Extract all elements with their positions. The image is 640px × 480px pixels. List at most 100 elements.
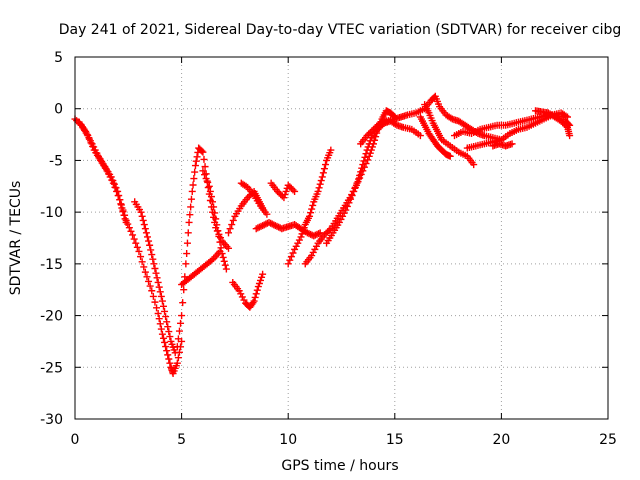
data-point <box>298 230 306 238</box>
data-point <box>164 323 172 331</box>
series-arc-11 <box>267 179 299 202</box>
data-point <box>226 225 234 233</box>
data-point <box>149 292 157 300</box>
data-point <box>173 359 181 367</box>
data-point <box>282 187 290 195</box>
data-point <box>252 225 260 233</box>
data-point <box>291 187 299 195</box>
data-point <box>155 315 163 323</box>
data-point <box>165 355 173 363</box>
data-point <box>294 239 302 247</box>
data-point <box>184 229 192 237</box>
data-point <box>416 132 424 140</box>
data-point <box>147 246 155 254</box>
data-point <box>138 258 146 266</box>
data-point <box>216 238 224 246</box>
data-point <box>117 200 125 208</box>
data-point <box>212 215 220 223</box>
series-arc-7 <box>229 270 267 311</box>
data-point <box>199 148 207 156</box>
data-point <box>221 261 229 269</box>
data-point <box>238 293 246 301</box>
data-point <box>146 282 154 290</box>
series-arc-9 <box>237 179 271 218</box>
data-point <box>289 249 297 257</box>
data-point <box>287 184 295 192</box>
data-point <box>262 220 270 228</box>
x-tick-label: 5 <box>177 432 186 448</box>
data-point <box>339 212 347 220</box>
data-point <box>299 227 307 235</box>
data-point <box>307 230 315 238</box>
data-point <box>88 140 96 148</box>
data-point <box>153 304 161 312</box>
data-point <box>201 163 209 171</box>
data-point <box>163 318 171 326</box>
data-point <box>83 131 91 139</box>
x-tick-label: 20 <box>492 432 510 448</box>
data-point <box>318 173 326 181</box>
data-point <box>137 208 145 216</box>
data-point <box>275 223 283 231</box>
data-point <box>259 270 267 278</box>
data-point <box>200 155 208 163</box>
data-points <box>71 92 574 377</box>
y-axis-label: SDTVAR / TECUs <box>8 181 24 296</box>
series-arc-14 <box>323 117 424 247</box>
data-point <box>315 230 323 238</box>
data-point <box>213 221 221 229</box>
data-point <box>152 269 160 277</box>
data-point <box>228 221 236 229</box>
data-point <box>366 137 374 145</box>
data-point <box>119 208 127 216</box>
data-point <box>193 153 201 161</box>
x-tick-label: 10 <box>279 432 297 448</box>
data-point <box>161 338 169 346</box>
data-point <box>174 335 182 343</box>
data-point <box>305 230 313 238</box>
data-point <box>359 161 367 169</box>
data-point <box>178 312 186 320</box>
data-point <box>174 354 182 362</box>
data-point <box>307 209 315 217</box>
data-point <box>188 187 196 195</box>
data-point <box>368 127 376 135</box>
data-point <box>141 268 149 276</box>
data-point <box>129 231 137 239</box>
data-point <box>186 211 194 219</box>
data-point <box>237 290 245 298</box>
series-arc-1 <box>71 115 186 377</box>
data-point <box>187 195 195 203</box>
data-point <box>250 297 258 305</box>
data-point <box>205 182 213 190</box>
data-point <box>93 149 101 157</box>
data-point <box>175 327 183 335</box>
data-point <box>308 205 316 213</box>
data-point <box>132 239 140 247</box>
data-point <box>557 117 565 125</box>
data-point <box>566 132 574 140</box>
data-point <box>271 222 279 230</box>
data-point <box>156 288 164 296</box>
data-point <box>267 219 275 227</box>
data-point <box>217 244 225 252</box>
data-point <box>240 296 248 304</box>
data-point <box>235 287 243 295</box>
data-point <box>297 233 305 241</box>
data-point <box>312 242 320 250</box>
data-point <box>280 194 288 202</box>
data-point <box>112 184 120 192</box>
data-point <box>309 201 317 209</box>
data-point <box>222 265 230 273</box>
plot-frame <box>74 56 609 420</box>
data-point <box>158 297 166 305</box>
data-point <box>562 122 570 130</box>
data-point <box>107 173 115 181</box>
data-point <box>187 203 195 211</box>
data-point <box>207 193 215 201</box>
data-point <box>249 299 257 307</box>
data-point <box>366 129 374 137</box>
chart-title: Day 241 of 2021, Sidereal Day-to-day VTE… <box>59 22 622 38</box>
data-point <box>350 187 358 195</box>
